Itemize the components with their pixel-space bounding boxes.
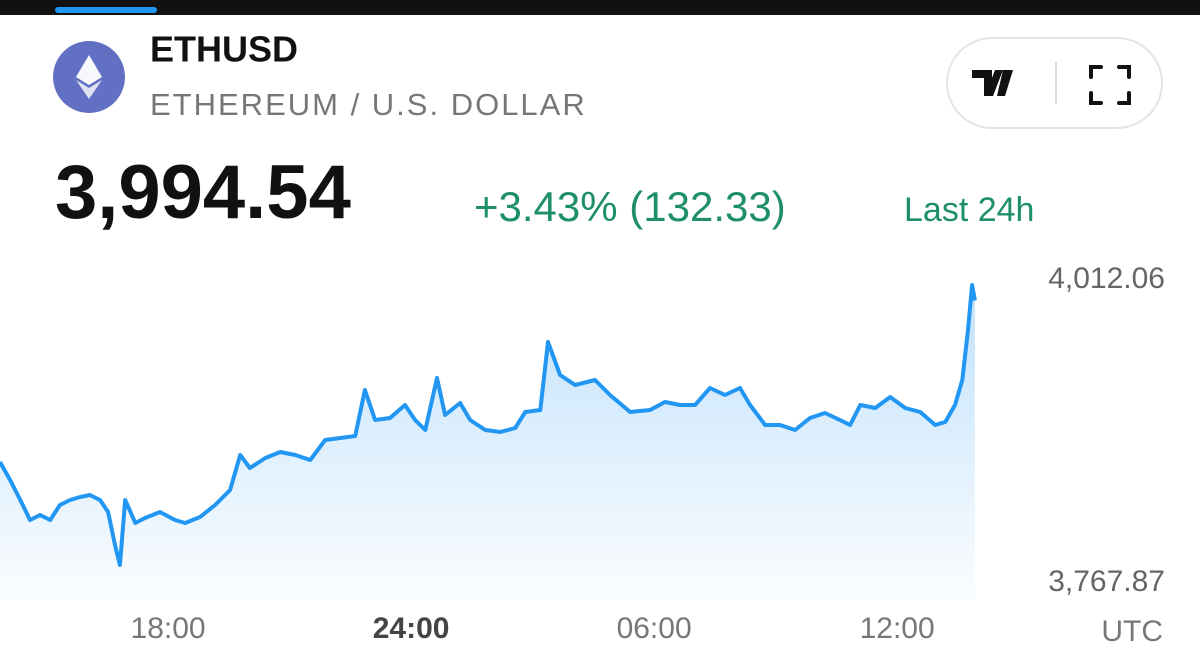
x-tick-label: 06:00 (617, 612, 692, 645)
tab-indicator (55, 7, 157, 13)
top-bar (0, 0, 1200, 15)
fullscreen-button[interactable] (1089, 65, 1131, 105)
logo (53, 41, 125, 113)
instrument-name: ETHEREUM / U.S. DOLLAR (150, 87, 587, 122)
price-line (0, 283, 977, 567)
change-period: Last 24h (904, 191, 1034, 229)
tradingview-button[interactable] (972, 70, 1013, 96)
y-tick-label: 3,767.87 (1048, 565, 1165, 598)
x-tick-label: 18:00 (131, 612, 206, 645)
x-axis-unit: UTC (1101, 615, 1163, 648)
price-area (0, 285, 975, 600)
chart: 4,012.06 3,767.87 18:00 24:00 06:00 12:00 UTC (0, 262, 1165, 648)
button-group (946, 37, 1163, 129)
symbol: ETHUSD (150, 29, 298, 70)
price-change: +3.43% (132.33) (474, 183, 786, 230)
x-tick-label: 12:00 (860, 612, 935, 645)
y-tick-label: 4,012.06 (1048, 262, 1165, 295)
last-price: 3,994.54 (55, 150, 351, 235)
x-tick-label: 24:00 (373, 612, 450, 645)
